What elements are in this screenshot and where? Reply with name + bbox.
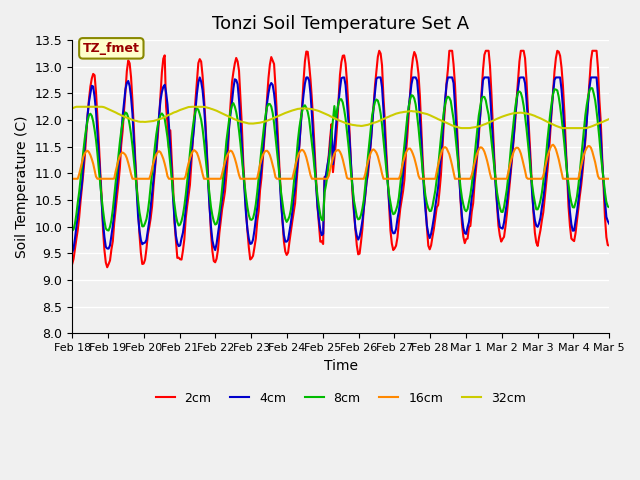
16cm [451, 176, 459, 181]
8cm [602, 199, 610, 205]
2cm [86, 84, 94, 89]
16cm [605, 176, 613, 181]
8cm [587, 85, 595, 91]
2cm [104, 264, 111, 270]
16cm [549, 142, 557, 148]
8cm [531, 200, 539, 205]
8cm [344, 142, 352, 147]
Line: 4cm: 4cm [72, 77, 609, 252]
2cm [376, 48, 383, 54]
Legend: 2cm, 4cm, 8cm, 16cm, 32cm: 2cm, 4cm, 8cm, 16cm, 32cm [151, 386, 531, 409]
4cm [86, 91, 94, 96]
32cm [452, 124, 460, 130]
2cm [346, 134, 354, 140]
16cm [602, 176, 610, 181]
2cm [605, 243, 613, 249]
Line: 32cm: 32cm [72, 107, 609, 128]
32cm [534, 114, 541, 120]
32cm [346, 121, 354, 127]
4cm [605, 221, 613, 227]
Line: 2cm: 2cm [72, 51, 609, 267]
X-axis label: Time: Time [324, 359, 358, 372]
32cm [458, 125, 466, 131]
Title: Tonzi Soil Temperature Set A: Tonzi Soil Temperature Set A [212, 15, 469, 33]
32cm [605, 116, 613, 122]
2cm [105, 261, 113, 267]
32cm [105, 107, 113, 112]
2cm [534, 243, 541, 249]
16cm [344, 176, 352, 181]
32cm [88, 104, 95, 109]
Y-axis label: Soil Temperature (C): Soil Temperature (C) [15, 116, 29, 258]
8cm [605, 204, 613, 210]
32cm [604, 117, 612, 122]
Line: 16cm: 16cm [72, 145, 609, 179]
32cm [72, 104, 80, 109]
8cm [68, 228, 76, 234]
32cm [68, 106, 76, 111]
2cm [68, 261, 76, 267]
4cm [68, 250, 76, 255]
2cm [604, 242, 612, 248]
8cm [451, 128, 459, 134]
4cm [346, 140, 354, 146]
4cm [532, 223, 540, 228]
Text: TZ_fmet: TZ_fmet [83, 42, 140, 55]
Line: 8cm: 8cm [72, 88, 609, 231]
16cm [531, 176, 539, 181]
4cm [452, 124, 460, 130]
4cm [104, 246, 111, 252]
2cm [454, 140, 461, 145]
16cm [68, 176, 76, 181]
8cm [86, 111, 94, 117]
16cm [104, 176, 111, 181]
8cm [104, 227, 111, 233]
16cm [86, 152, 94, 158]
4cm [196, 74, 204, 80]
4cm [602, 214, 610, 220]
